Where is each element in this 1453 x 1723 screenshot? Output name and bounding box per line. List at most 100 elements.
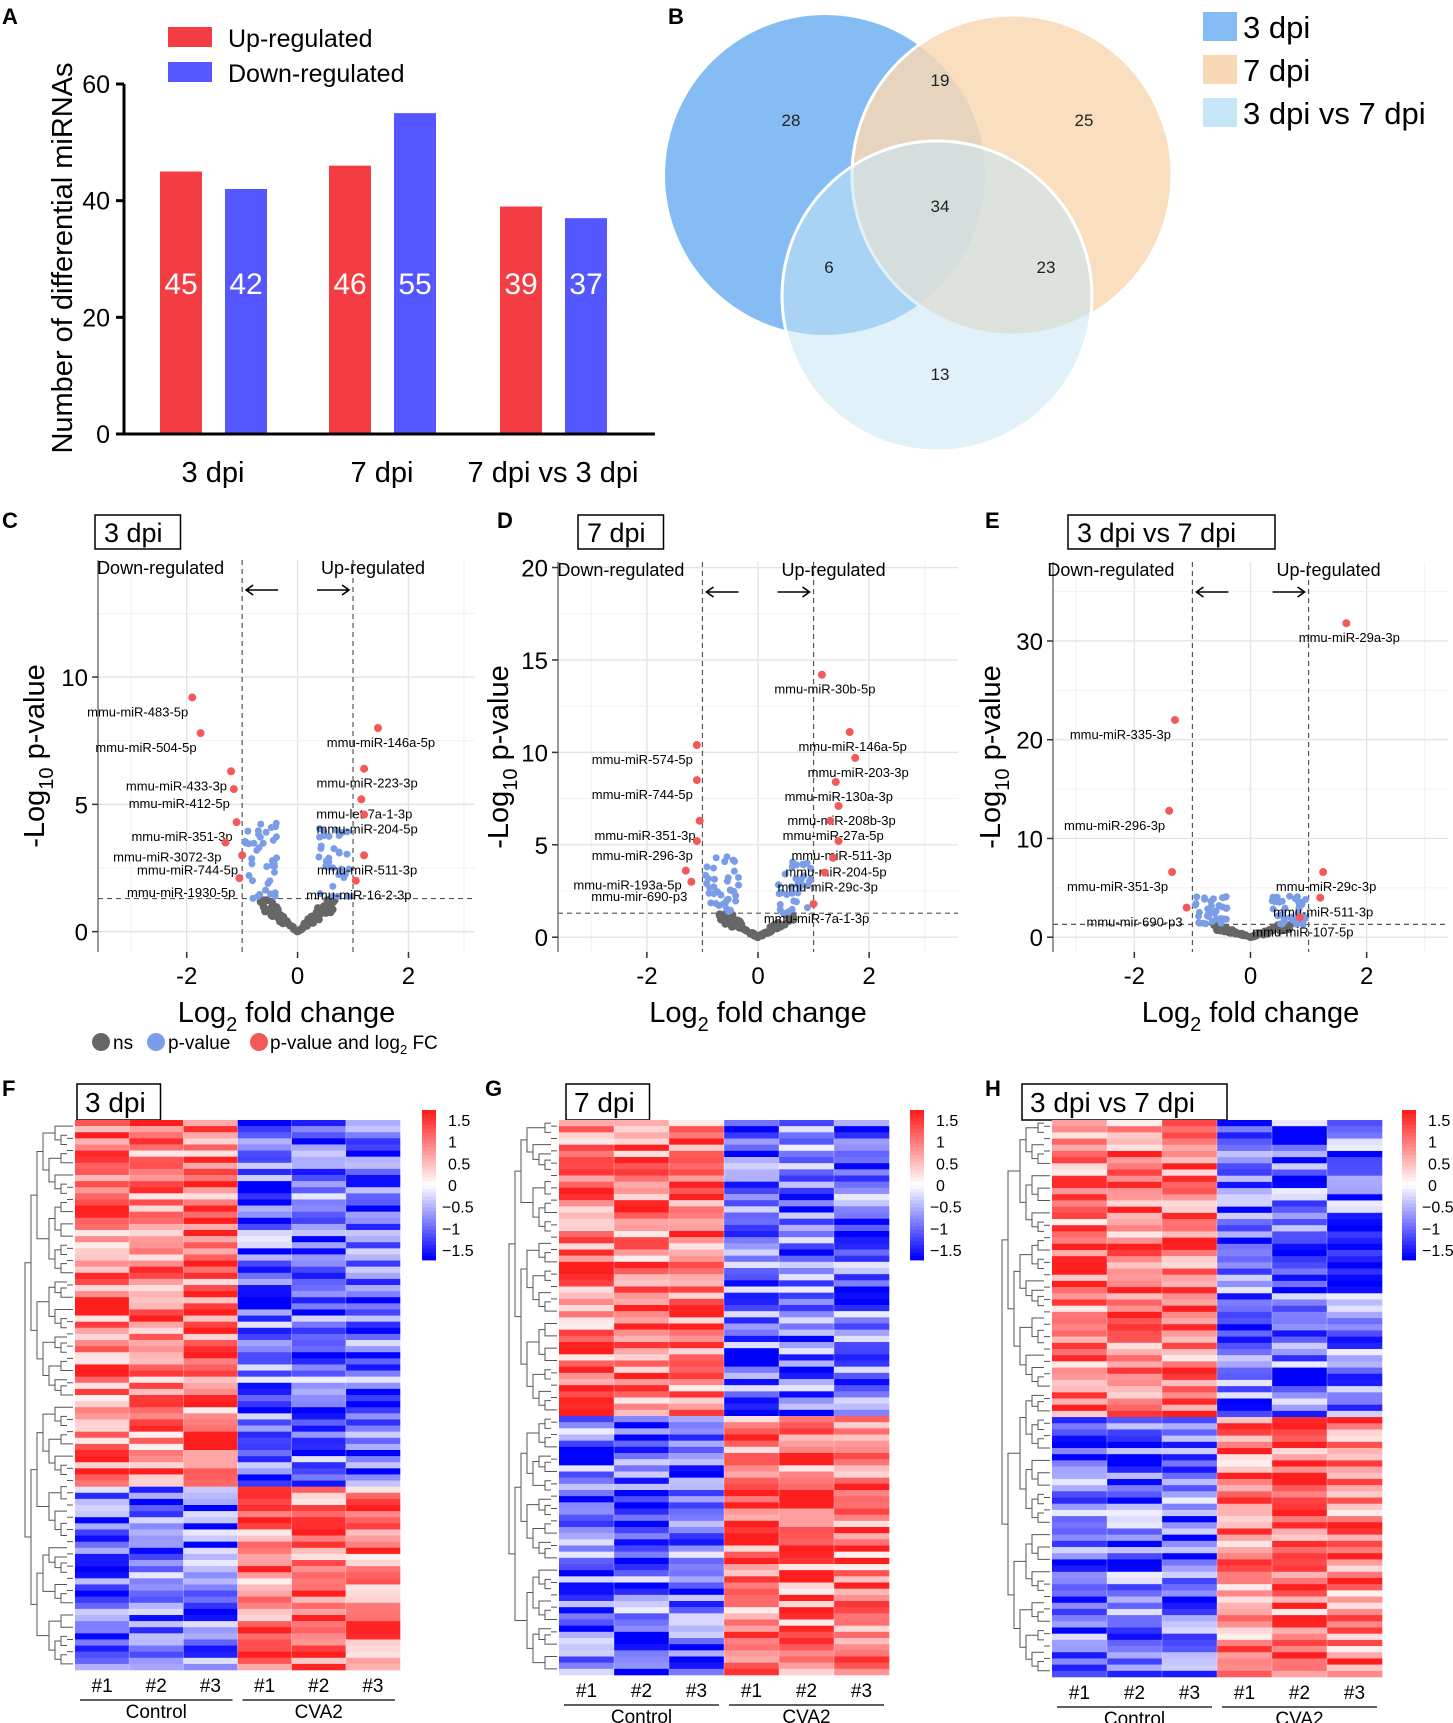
color-scale-label: −1.5: [442, 1243, 474, 1260]
heatmap-cell: [669, 1330, 724, 1336]
heatmap-cell: [669, 1274, 724, 1280]
heatmap-cell: [1327, 1293, 1382, 1299]
color-scale-segment: [910, 1151, 924, 1155]
heatmap-cell: [779, 1145, 834, 1151]
bar-chart-tick-label: 40: [82, 188, 110, 216]
heatmap-cell: [559, 1305, 614, 1311]
heatmap-cell: [614, 1435, 669, 1441]
point-pvalue: [271, 863, 278, 870]
heatmap-cell: [292, 1309, 346, 1315]
heatmap-cell: [1107, 1417, 1162, 1423]
heatmap-cell: [1052, 1293, 1107, 1299]
heatmap-cell: [75, 1597, 129, 1603]
heatmap-cell: [614, 1484, 669, 1490]
heatmap-cell: [1107, 1460, 1162, 1466]
heatmap-cell: [292, 1297, 346, 1303]
heatmap-cell: [1162, 1269, 1217, 1275]
heatmap-cell: [1107, 1547, 1162, 1553]
heatmap-cell: [614, 1367, 669, 1373]
heatmap-cell: [669, 1533, 724, 1539]
heatmap-cell: [1107, 1145, 1162, 1151]
heatmap-cell: [559, 1169, 614, 1175]
heatmap-cell: [238, 1603, 292, 1609]
heatmap-cell: [1162, 1572, 1217, 1578]
heatmap-cell: [238, 1426, 292, 1432]
heatmap-cell: [614, 1416, 669, 1422]
heatmap-cell: [1107, 1535, 1162, 1541]
heatmap-cell: [559, 1367, 614, 1373]
heatmap-cell: [834, 1539, 889, 1545]
heatmap-cell: [1272, 1460, 1327, 1466]
heatmap-cell: [669, 1342, 724, 1348]
heatmap-cell: [1217, 1262, 1272, 1268]
heatmap-cell: [1107, 1467, 1162, 1473]
heatmap-cell: [183, 1413, 237, 1419]
heatmap-cell: [779, 1509, 834, 1515]
point-significant: [360, 765, 368, 773]
heatmap-cell: [669, 1126, 724, 1132]
heatmap-cell: [238, 1511, 292, 1517]
color-scale-segment: [1402, 1196, 1416, 1200]
heatmap-cell: [1107, 1640, 1162, 1646]
heatmap-cell: [129, 1597, 183, 1603]
heatmap-cell: [238, 1468, 292, 1474]
bar-chart-panel: Number of differential miRNAs 0204060 45…: [47, 25, 655, 489]
heatmap-cell: [1052, 1194, 1107, 1200]
heatmap-cell: [1327, 1646, 1382, 1652]
heatmap-cell: [669, 1250, 724, 1256]
color-scale-segment: [1402, 1178, 1416, 1182]
heatmap-cell: [1107, 1287, 1162, 1293]
legend-dot-pvalue: [147, 1033, 165, 1051]
heatmap-cell: [1052, 1318, 1107, 1324]
heatmap-cell: [292, 1242, 346, 1248]
heatmap-cell: [1272, 1516, 1327, 1522]
color-scale-label: −0.5: [442, 1200, 474, 1217]
heatmap-cell: [724, 1546, 779, 1552]
heatmap-cell: [1327, 1275, 1382, 1281]
heatmap-cell: [183, 1499, 237, 1505]
heatmap-cell: [129, 1224, 183, 1230]
heatmap-cell: [1272, 1658, 1327, 1664]
color-scale-segment: [910, 1200, 924, 1204]
point-label: mmu-miR-433-3p: [126, 778, 227, 793]
heatmap-cell: [1052, 1454, 1107, 1460]
heatmap-cell: [834, 1194, 889, 1200]
heatmap-cell: [1162, 1597, 1217, 1603]
heatmap-column-label: #1: [92, 1676, 113, 1697]
heatmap-cell: [1217, 1176, 1272, 1182]
heatmap-cell: [1217, 1442, 1272, 1448]
heatmap-cell: [183, 1328, 237, 1334]
heatmap-cell: [75, 1151, 129, 1157]
heatmap-cell: [292, 1462, 346, 1468]
heatmap-cell: [292, 1261, 346, 1267]
heatmap-cell: [724, 1527, 779, 1533]
heatmap-cell: [669, 1293, 724, 1299]
heatmap-cell: [1162, 1293, 1217, 1299]
heatmap-cell: [346, 1584, 400, 1590]
heatmap-cell: [183, 1309, 237, 1315]
color-scale-segment: [910, 1208, 924, 1212]
heatmap-cell: [1217, 1355, 1272, 1361]
heatmap-cell: [669, 1613, 724, 1619]
heatmap-cell: [559, 1379, 614, 1385]
color-scale-segment: [1402, 1256, 1416, 1260]
heatmap-cell: [238, 1652, 292, 1658]
heatmap-cell: [238, 1254, 292, 1260]
heatmap-cell: [724, 1126, 779, 1132]
heatmap-cell: [292, 1407, 346, 1413]
heatmap-cell: [1107, 1163, 1162, 1169]
point-pvalue: [1204, 906, 1211, 913]
heatmap-cell: [1162, 1380, 1217, 1386]
heatmap-cell: [724, 1139, 779, 1145]
heatmap-cell: [779, 1428, 834, 1434]
heatmap-cell: [1052, 1559, 1107, 1565]
heatmap-cell: [1217, 1603, 1272, 1609]
heatmap-cell: [1327, 1658, 1382, 1664]
heatmap-cell: [669, 1379, 724, 1385]
heatmap-cell: [238, 1358, 292, 1364]
xlabel-main: Log: [1142, 997, 1190, 1029]
heatmap-cell: [779, 1546, 834, 1552]
heatmap-cell: [346, 1481, 400, 1487]
heatmap-cell: [238, 1633, 292, 1639]
point-pvalue: [249, 895, 256, 902]
